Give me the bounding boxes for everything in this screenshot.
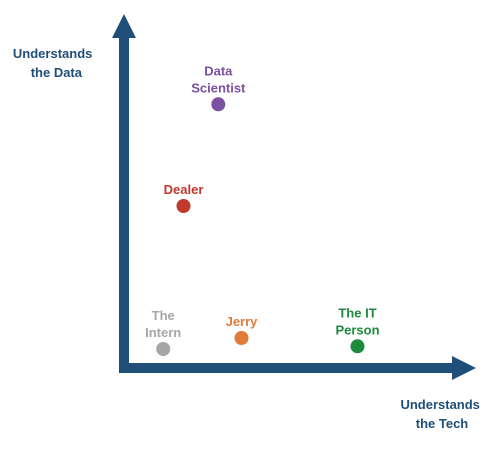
data-point-label-line: Jerry (226, 314, 259, 329)
axes (112, 14, 476, 380)
y-axis-arrow (112, 14, 136, 38)
data-point-label-line: Data (204, 63, 233, 78)
x-axis-title-line: Understands (400, 397, 479, 412)
data-point-label: The IT Person (335, 305, 379, 337)
data-point-marker (211, 97, 226, 112)
data-point-marker (156, 342, 171, 356)
data-point-label: Jerry (226, 314, 259, 329)
data-point-label: The Intern (145, 308, 181, 340)
data-point-label-line: Dealer (164, 182, 204, 197)
data-point-label-line: The (152, 308, 175, 323)
y-axis-title-line: Understands (13, 46, 92, 61)
data-point-label: Dealer (164, 182, 204, 197)
data-point-marker (176, 199, 191, 213)
data-point-label-line: The IT (338, 305, 376, 320)
data-point-marker (350, 339, 365, 354)
data-point-label-line: Scientist (191, 80, 246, 95)
y-axis-title-line: the Data (31, 65, 83, 80)
x-axis-title: Understands the Tech (400, 397, 483, 431)
x-axis-arrow (452, 356, 476, 380)
data-point-label: Data Scientist (191, 63, 246, 95)
data-points: Data Scientist Dealer The Intern Jerry The IT P… (145, 63, 380, 356)
x-axis-title-line: the Tech (416, 416, 469, 431)
data-point-label-line: Intern (145, 325, 181, 340)
y-axis-title: Understands the Data (13, 46, 96, 80)
data-point-marker (234, 331, 249, 345)
data-point-label-line: Person (335, 322, 379, 337)
